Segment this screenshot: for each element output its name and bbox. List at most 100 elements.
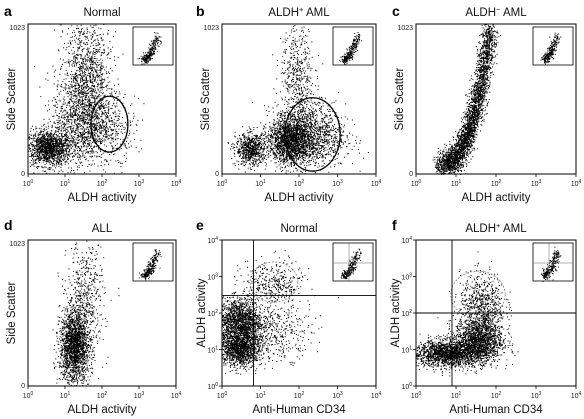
data-point — [261, 132, 263, 134]
data-point — [116, 134, 118, 136]
data-point — [49, 168, 51, 170]
data-point — [264, 142, 266, 144]
data-point — [105, 136, 107, 138]
inset-point — [157, 51, 159, 53]
data-point — [103, 128, 105, 130]
data-point — [40, 149, 42, 151]
data-point — [242, 126, 244, 128]
data-point — [78, 66, 80, 68]
data-point — [77, 129, 79, 131]
data-point — [73, 170, 75, 172]
data-point — [74, 39, 76, 41]
data-point — [43, 149, 45, 150]
data-point — [50, 167, 52, 169]
data-point — [61, 106, 63, 108]
data-point — [254, 139, 256, 141]
data-point — [72, 138, 74, 140]
data-point — [75, 143, 77, 145]
data-point — [97, 116, 98, 118]
data-point — [238, 150, 240, 152]
data-point — [107, 110, 109, 111]
data-point — [42, 161, 44, 163]
data-point — [253, 128, 255, 130]
data-point — [101, 40, 103, 42]
data-point — [96, 35, 98, 37]
data-point — [98, 140, 100, 142]
data-point — [42, 143, 44, 145]
inset-point — [158, 46, 160, 48]
panel-label: b — [196, 3, 205, 19]
data-point — [94, 103, 96, 105]
data-point — [237, 138, 239, 140]
data-point — [32, 148, 34, 150]
data-point — [39, 159, 41, 161]
data-point — [83, 123, 85, 125]
data-point — [99, 130, 101, 132]
data-point — [242, 135, 244, 136]
data-point — [66, 147, 68, 149]
data-point — [92, 60, 94, 62]
data-point — [39, 153, 41, 155]
inset-point — [148, 52, 150, 54]
data-point — [134, 138, 136, 140]
data-point — [105, 104, 107, 106]
data-point — [81, 141, 83, 142]
data-point — [61, 152, 63, 154]
inset-point — [148, 47, 150, 49]
data-point — [104, 69, 106, 71]
data-point — [99, 87, 101, 89]
data-point — [106, 127, 108, 129]
data-point — [94, 139, 96, 141]
data-point — [62, 154, 64, 156]
data-point — [83, 86, 85, 88]
data-point — [79, 126, 81, 127]
panel-label: a — [4, 3, 12, 19]
data-point — [232, 142, 234, 144]
data-point — [89, 153, 91, 155]
data-point — [91, 85, 93, 87]
data-point — [44, 170, 46, 172]
data-point — [38, 147, 40, 148]
data-point — [64, 135, 65, 137]
data-point — [114, 105, 116, 107]
data-point — [100, 95, 102, 97]
inset-point — [152, 58, 153, 60]
data-point — [119, 122, 121, 124]
data-point — [72, 131, 74, 133]
data-point — [84, 87, 86, 89]
inset-point — [150, 40, 152, 42]
data-point — [107, 134, 109, 136]
data-point — [82, 98, 83, 100]
data-point — [106, 117, 108, 119]
data-point — [94, 70, 96, 72]
data-point — [83, 89, 85, 91]
data-point — [91, 90, 93, 92]
data-point — [79, 158, 81, 160]
data-point — [37, 144, 39, 146]
data-point — [254, 164, 256, 166]
data-point — [88, 164, 90, 165]
data-point — [88, 86, 89, 88]
data-point — [64, 110, 66, 112]
data-point — [69, 118, 71, 120]
data-point — [57, 172, 59, 174]
data-point — [69, 142, 71, 144]
data-point — [47, 134, 49, 136]
data-point — [69, 140, 71, 142]
data-point — [84, 150, 86, 152]
data-point — [99, 141, 101, 142]
data-point — [99, 97, 101, 99]
data-point — [86, 106, 88, 108]
data-point — [57, 156, 59, 158]
data-point — [66, 152, 67, 154]
data-point — [73, 125, 75, 127]
data-point — [80, 115, 82, 117]
data-point — [71, 71, 73, 73]
data-point — [56, 163, 58, 165]
data-point — [112, 149, 114, 151]
data-point — [59, 136, 60, 138]
data-point — [58, 150, 60, 152]
data-point — [43, 149, 45, 151]
data-point — [238, 140, 240, 142]
data-point — [103, 135, 105, 137]
